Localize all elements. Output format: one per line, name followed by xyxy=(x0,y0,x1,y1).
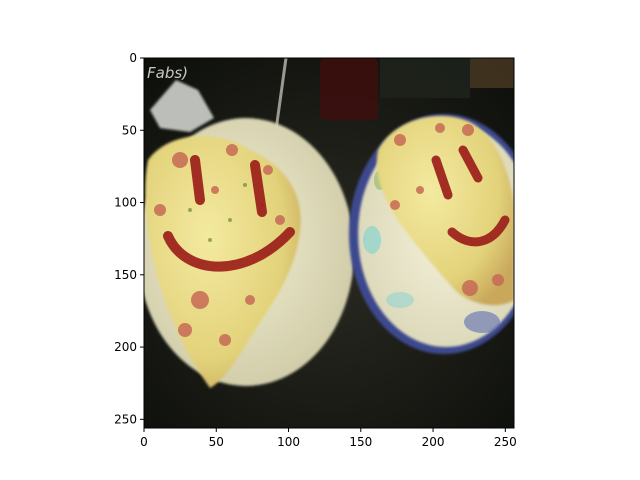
x-axis: 0 50 100 150 200 250 xyxy=(140,428,517,449)
x-tick-label: 250 xyxy=(494,435,517,449)
y-tick-label: 100 xyxy=(114,196,137,210)
x-tick-label: 200 xyxy=(422,435,445,449)
x-tick-label: 0 xyxy=(140,435,148,449)
y-tick-label: 0 xyxy=(129,51,137,65)
y-tick-label: 250 xyxy=(114,412,137,426)
x-tick-label: 100 xyxy=(277,435,300,449)
x-tick-label: 150 xyxy=(349,435,372,449)
x-tick-label: 50 xyxy=(209,435,224,449)
photo-image: Fabs) xyxy=(144,58,514,428)
y-tick-label: 200 xyxy=(114,340,137,354)
axes-frame xyxy=(143,57,515,429)
watermark-text: Fabs) xyxy=(147,64,188,82)
y-tick-label: 50 xyxy=(122,123,137,137)
y-axis: 0 50 100 150 200 250 xyxy=(114,51,144,426)
y-tick-label: 150 xyxy=(114,268,137,282)
